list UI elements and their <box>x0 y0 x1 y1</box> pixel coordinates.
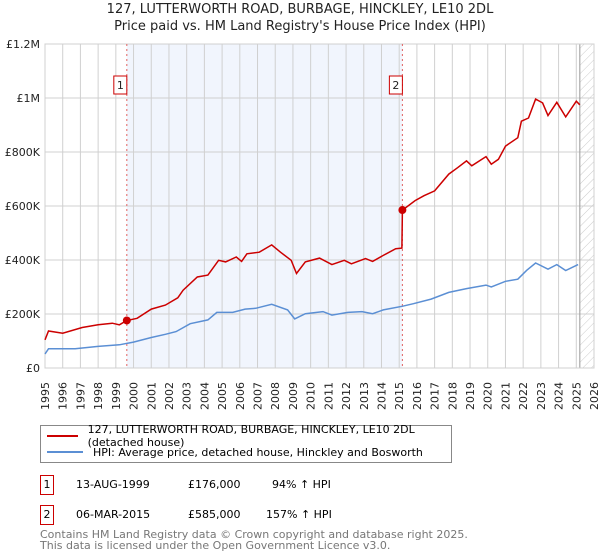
y-tick-label: £400K <box>5 254 41 267</box>
x-tick-label: 2025 <box>570 382 583 410</box>
x-tick-label: 2004 <box>198 382 211 410</box>
x-tick-label: 1998 <box>92 382 105 410</box>
x-tick-label: 2017 <box>429 382 442 410</box>
x-tick-label: 2007 <box>252 382 265 410</box>
footer: Contains HM Land Registry data © Crown c… <box>40 529 468 551</box>
transaction-hpi: 94% ↑ HPI <box>272 478 331 491</box>
sale-badge-label: 2 <box>392 79 399 92</box>
x-tick-label: 2020 <box>482 382 495 410</box>
footer-copyright: Contains HM Land Registry data © Crown c… <box>40 528 468 541</box>
legend-item-property: 127, LUTTERWORTH ROAD, BURBAGE, HINCKLEY… <box>47 423 451 449</box>
y-tick-label: £1.2M <box>6 38 40 51</box>
sale-badge-box <box>388 75 403 95</box>
legend-item-hpi: HPI: Average price, detached house, Hinc… <box>47 444 423 460</box>
x-tick-label: 2011 <box>322 382 335 410</box>
x-tick-label: 2023 <box>535 382 548 410</box>
transaction-date: 13-AUG-1999 <box>76 478 150 491</box>
property-price-line <box>44 98 581 341</box>
legend-label-hpi: HPI: Average price, detached house, Hinc… <box>93 445 423 459</box>
transaction-hpi: 157% ↑ HPI <box>266 508 332 521</box>
x-tick-label: 2010 <box>305 382 318 410</box>
x-tick-label: 1999 <box>110 382 123 410</box>
x-tick-label: 2012 <box>340 382 353 410</box>
x-tick-label: 2005 <box>216 382 229 410</box>
legend: 127, LUTTERWORTH ROAD, BURBAGE, HINCKLEY… <box>40 423 452 463</box>
legend-label-property: 127, LUTTERWORTH ROAD, BURBAGE, HINCKLEY… <box>87 423 415 449</box>
x-tick-label: 1997 <box>74 382 87 410</box>
x-tick-label: 2018 <box>446 382 459 410</box>
transaction-badge: 1 <box>40 475 54 495</box>
x-tick-label: 2024 <box>553 382 566 410</box>
red-line-swatch <box>47 435 78 437</box>
x-tick-label: 2002 <box>163 382 176 410</box>
x-tick-label: 2026 <box>588 382 600 410</box>
y-tick-label: £1M <box>17 92 41 105</box>
y-tick-label: £0 <box>26 362 40 375</box>
y-tick-label: £600K <box>5 200 41 213</box>
sale-badge-label: 1 <box>117 79 124 92</box>
x-tick-label: 2008 <box>269 382 282 410</box>
hpi-line <box>44 262 579 355</box>
x-tick-label: 2022 <box>517 382 530 410</box>
x-tick-label: 2001 <box>145 382 158 410</box>
transaction-badge: 2 <box>40 505 54 525</box>
chart-title: 127, LUTTERWORTH ROAD, BURBAGE, HINCKLEY… <box>106 2 494 17</box>
x-tick-label: 2014 <box>375 382 388 410</box>
x-tick-label: 1995 <box>39 382 52 410</box>
transaction-price: £176,000 <box>188 478 241 491</box>
y-tick-label: £800K <box>5 146 41 159</box>
transaction-date: 06-MAR-2015 <box>76 508 151 521</box>
sale-badge-box <box>113 75 128 95</box>
sale-point <box>122 316 131 325</box>
x-tick-label: 2019 <box>464 382 477 410</box>
plot-border <box>44 43 595 369</box>
sale-point <box>398 206 407 215</box>
x-tick-label: 2016 <box>411 382 424 410</box>
x-tick-label: 2013 <box>358 382 371 410</box>
x-tick-label: 2009 <box>287 382 300 410</box>
x-tick-label: 2006 <box>234 382 247 410</box>
footer-licence: This data is licensed under the Open Gov… <box>40 539 391 552</box>
x-tick-label: 2021 <box>499 382 512 410</box>
x-tick-label: 1996 <box>57 382 70 410</box>
price-chart: 1995 1996 1997 1998 1999 2000 2001 2002 2003 2004… <box>5 38 600 410</box>
blue-line-swatch <box>47 451 83 453</box>
transaction-price: £585,000 <box>188 508 241 521</box>
x-tick-label: 2000 <box>128 382 141 410</box>
chart-subtitle: Price paid vs. HM Land Registry's House … <box>114 19 486 34</box>
x-tick-label: 2015 <box>393 382 406 410</box>
y-tick-label: £200K <box>5 308 41 321</box>
x-tick-label: 2003 <box>181 382 194 410</box>
